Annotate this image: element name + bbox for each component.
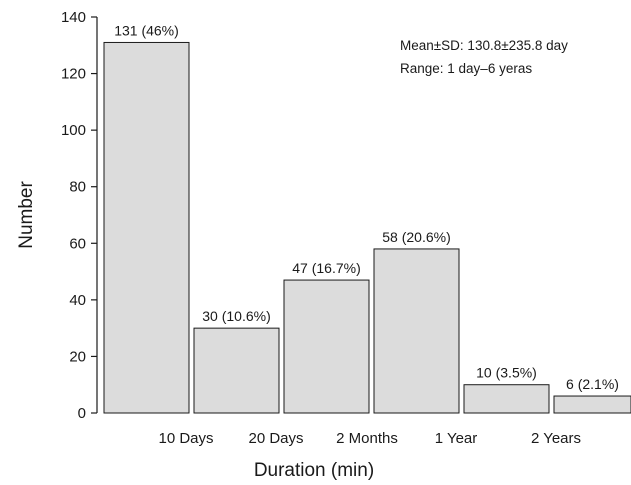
bar-data-label: 58 (20.6%) — [382, 229, 450, 245]
bar — [463, 384, 550, 414]
bar-data-label: 6 (2.1%) — [566, 376, 619, 392]
x-axis-title: Duration (min) — [254, 460, 374, 481]
x-tick-label: 20 Days — [248, 430, 303, 447]
y-axis-title: Number — [16, 181, 37, 249]
mean-sd-annotation: Mean±SD: 130.8±235.8 day — [400, 38, 568, 53]
y-tick-label: 40 — [69, 292, 86, 309]
bar-labels: 131 (46%) 30 (10.6%) 47 (16.7%) 58 (20.6%) 1… — [114, 22, 619, 392]
y-tick-label: 140 — [61, 9, 86, 26]
x-tick-label: 2 Months — [336, 430, 398, 447]
bar — [283, 279, 370, 414]
range-annotation: Range: 1 day–6 yeras — [400, 61, 532, 76]
y-tick-label: 20 — [69, 348, 86, 365]
x-tick-label: 2 Years — [531, 430, 581, 447]
x-tick-label: 1 Year — [435, 430, 478, 447]
y-tick-label: 100 — [61, 122, 86, 139]
bar-data-label: 10 (3.5%) — [476, 365, 537, 381]
y-tick-label: 120 — [61, 66, 86, 83]
bar — [103, 41, 190, 414]
bar — [373, 248, 460, 414]
bar-data-label: 47 (16.7%) — [292, 260, 360, 276]
x-tick-labels: 10 Days 20 Days 2 Months 1 Year 2 Years — [158, 430, 581, 447]
y-tick-label: 0 — [78, 405, 86, 422]
bar — [193, 327, 280, 414]
y-axis: 0 20 40 60 80 100 120 140 — [61, 9, 98, 422]
x-tick-label: 10 Days — [158, 430, 213, 447]
bar-data-label: 131 (46%) — [114, 22, 179, 38]
bar-data-label: 30 (10.6%) — [202, 308, 270, 324]
bars — [103, 41, 631, 414]
bar — [553, 395, 631, 414]
y-tick-label: 80 — [69, 179, 86, 196]
y-tick-label: 60 — [69, 235, 86, 252]
